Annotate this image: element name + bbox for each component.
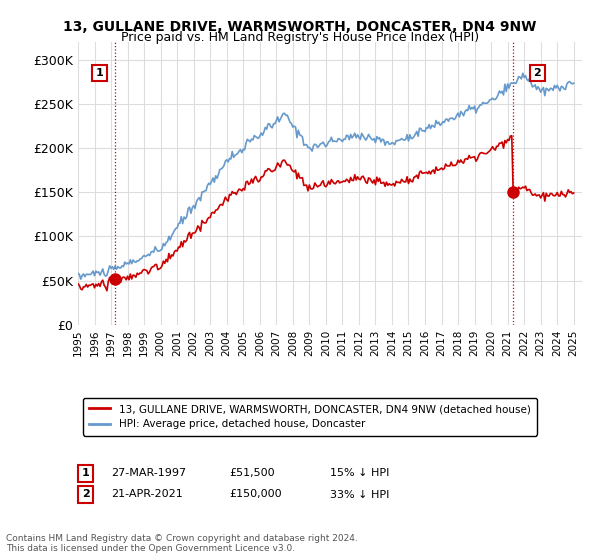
Text: 33% ↓ HPI: 33% ↓ HPI xyxy=(330,489,389,500)
Text: 2: 2 xyxy=(82,489,89,500)
Text: 1: 1 xyxy=(82,468,89,478)
Text: 1: 1 xyxy=(95,68,103,78)
Text: £150,000: £150,000 xyxy=(229,489,282,500)
Text: 21-APR-2021: 21-APR-2021 xyxy=(111,489,182,500)
Text: £51,500: £51,500 xyxy=(229,468,275,478)
Text: 27-MAR-1997: 27-MAR-1997 xyxy=(111,468,186,478)
Text: Contains HM Land Registry data © Crown copyright and database right 2024.
This d: Contains HM Land Registry data © Crown c… xyxy=(6,534,358,553)
Text: 15% ↓ HPI: 15% ↓ HPI xyxy=(330,468,389,478)
Text: 2: 2 xyxy=(533,68,541,78)
Legend: 13, GULLANE DRIVE, WARMSWORTH, DONCASTER, DN4 9NW (detached house), HPI: Average: 13, GULLANE DRIVE, WARMSWORTH, DONCASTER… xyxy=(83,398,537,436)
Text: Price paid vs. HM Land Registry's House Price Index (HPI): Price paid vs. HM Land Registry's House … xyxy=(121,31,479,44)
Text: 13, GULLANE DRIVE, WARMSWORTH, DONCASTER, DN4 9NW: 13, GULLANE DRIVE, WARMSWORTH, DONCASTER… xyxy=(64,20,536,34)
